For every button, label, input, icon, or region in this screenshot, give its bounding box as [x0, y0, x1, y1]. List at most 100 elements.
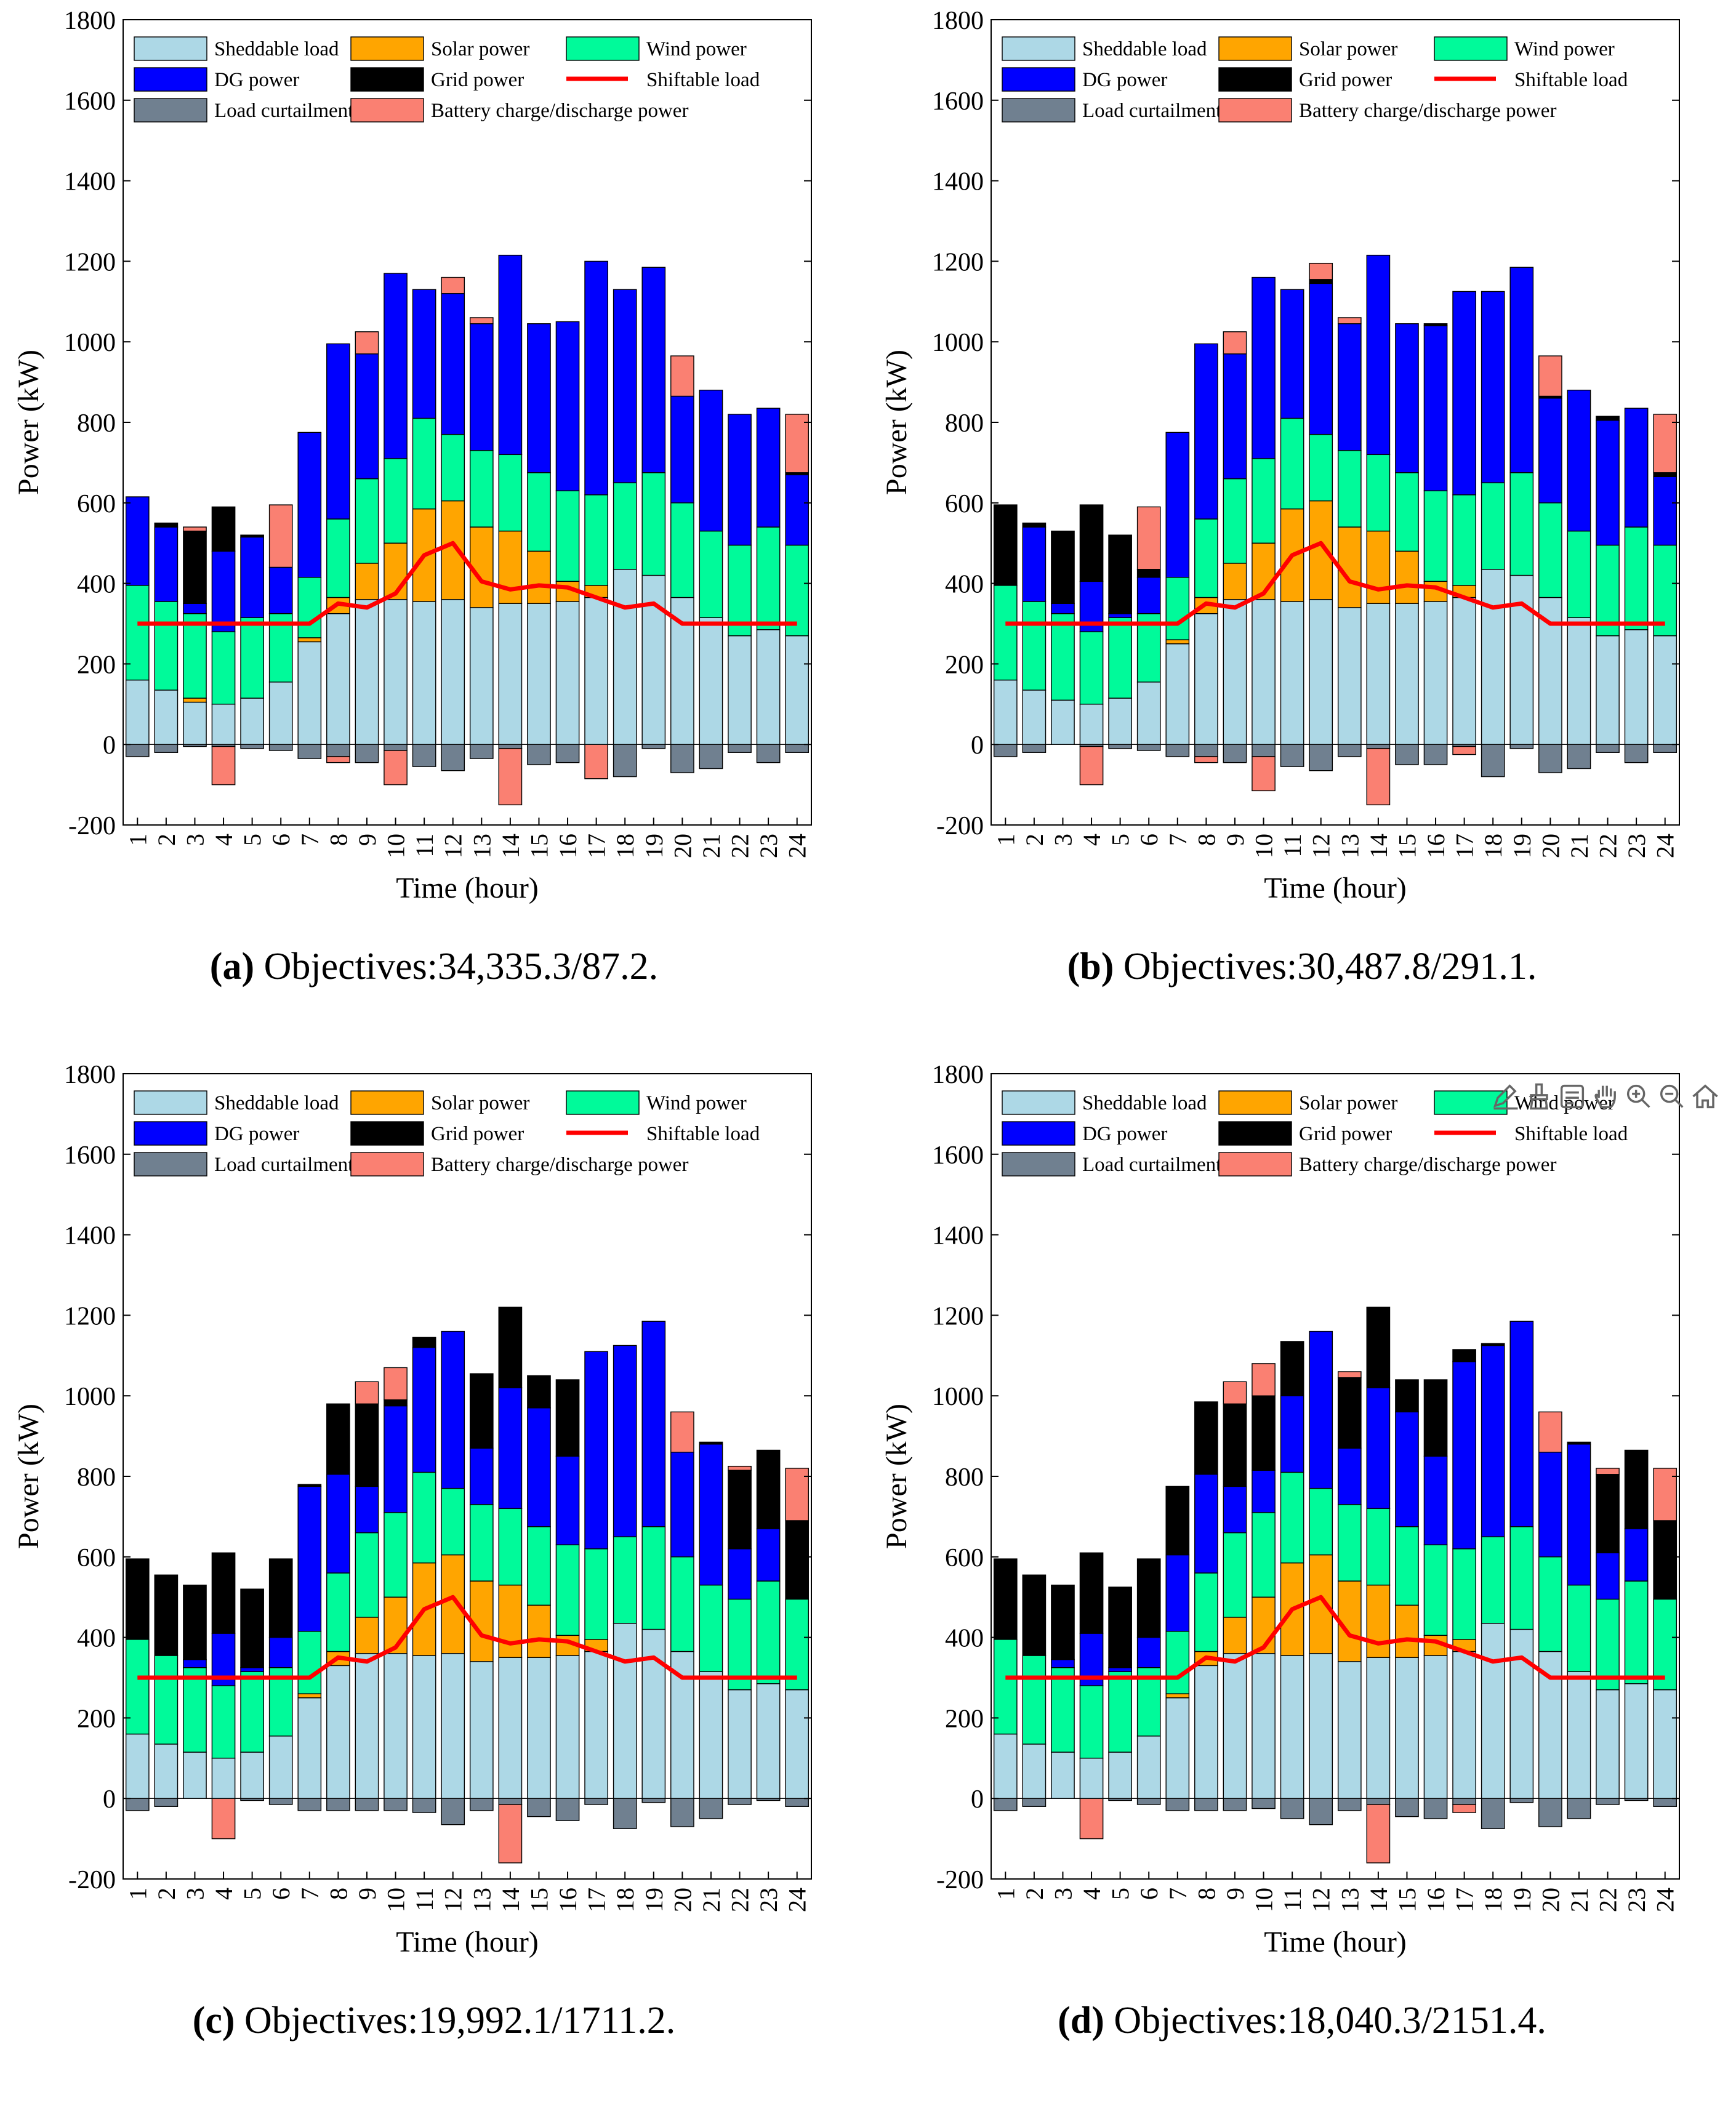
bar-sheddable-22: [1596, 635, 1620, 745]
x-tick-label: 13: [1336, 834, 1364, 858]
bar-wind-2: [154, 1655, 179, 1745]
bar-dg-24: [785, 474, 810, 546]
pan-icon[interactable]: [1589, 1080, 1621, 1112]
bar-wind-1: [125, 585, 150, 681]
bar-curtail-21: [699, 1798, 723, 1819]
bar-wind-12: [1309, 433, 1333, 502]
bar-dg-3: [183, 603, 207, 614]
bar-sheddable-17: [584, 597, 608, 745]
bar-wind-10: [384, 1512, 408, 1598]
zoom-in-icon[interactable]: [1623, 1080, 1655, 1112]
bar-solar-15: [1395, 550, 1419, 605]
caption-label: (c): [192, 2000, 235, 2042]
bar-curtail-6: [1136, 1798, 1161, 1805]
bar-battery-13: [1337, 1371, 1362, 1378]
bar-sheddable-15: [527, 603, 551, 745]
bar-battery-12: [1309, 262, 1333, 280]
bar-sheddable-18: [1481, 1623, 1505, 1799]
bar-sheddable-5: [240, 1752, 264, 1799]
bar-dg-18: [613, 289, 637, 483]
x-tick-label: 21: [1565, 834, 1593, 858]
bar-wind-13: [469, 450, 494, 528]
plot-area: [123, 20, 811, 825]
bar-wind-13: [1337, 1504, 1362, 1582]
x-tick-label: 8: [324, 1888, 352, 1900]
bar-curtail-9: [355, 744, 379, 763]
bar-dg-19: [641, 1321, 666, 1527]
bar-dg-16: [555, 321, 580, 491]
bar-sheddable-3: [1051, 699, 1075, 745]
bar-dg-8: [326, 343, 350, 520]
bar-wind-7: [297, 577, 322, 638]
bar-battery-20: [670, 355, 694, 397]
y-tick-label: 1800: [932, 1061, 984, 1089]
bar-dg-12: [1309, 1330, 1333, 1489]
bar-curtail-9: [355, 1798, 379, 1811]
bar-sheddable-1: [125, 1733, 150, 1799]
legend-label-solar: Solar power: [1299, 38, 1397, 60]
bar-curtail-22: [1596, 744, 1620, 753]
bar-grid-7: [1165, 1486, 1190, 1556]
bar-dg-22: [1596, 1552, 1620, 1600]
legend-swatch-sheddable: [1002, 1090, 1075, 1115]
bar-solar-12: [1309, 500, 1333, 600]
zoom-out-icon[interactable]: [1656, 1080, 1688, 1112]
bar-wind-23: [1624, 526, 1649, 630]
bar-dg-13: [1337, 323, 1362, 451]
shiftable-load-line: [137, 541, 797, 626]
bar-dg-15: [1395, 323, 1419, 473]
bar-wind-7: [297, 1631, 322, 1694]
bar-sheddable-9: [355, 599, 379, 745]
legend-swatch-battery: [350, 98, 424, 123]
data-tip-icon[interactable]: [1556, 1080, 1588, 1112]
bar-wind-1: [993, 1639, 1018, 1735]
x-tick-label: 22: [1594, 1888, 1622, 1912]
legend-swatch-dg: [1002, 67, 1075, 92]
caption-label: (a): [209, 946, 255, 988]
x-tick-label: 10: [1250, 834, 1278, 858]
bar-curtail-24: [1653, 1798, 1678, 1807]
bar-grid-24: [785, 1520, 810, 1600]
x-tick-label: 7: [1164, 834, 1192, 846]
bar-curtail-16: [555, 1798, 580, 1821]
bar-curtail-22: [728, 744, 752, 753]
bar-sheddable-1: [993, 679, 1018, 745]
bar-wind-14: [498, 454, 523, 532]
bar-sheddable-21: [699, 1671, 723, 1799]
bar-curtail-11: [1280, 1798, 1304, 1819]
x-tick-label: 17: [583, 1888, 611, 1912]
bar-solar-15: [527, 550, 551, 605]
bar-wind-11: [412, 1471, 436, 1564]
bar-grid-1: [993, 1558, 1018, 1640]
bar-wind-12: [441, 433, 465, 502]
plot-area: [123, 1074, 811, 1879]
x-tick-label: 6: [1135, 1888, 1163, 1900]
bar-sheddable-23: [756, 1683, 781, 1799]
bar-battery-8: [1194, 756, 1218, 763]
bar-battery-14: [498, 748, 523, 805]
bar-sheddable-23: [1624, 629, 1649, 745]
x-tick-label: 13: [468, 834, 496, 858]
bar-sheddable-24: [1653, 1689, 1678, 1799]
bar-grid-6: [268, 1558, 293, 1638]
bar-sheddable-15: [527, 1657, 551, 1799]
bar-grid-2: [154, 1574, 179, 1656]
bar-battery-9: [355, 331, 379, 355]
bar-wind-19: [641, 1526, 666, 1630]
bar-curtail-8: [326, 1798, 350, 1811]
home-icon[interactable]: [1689, 1080, 1721, 1112]
edit-icon[interactable]: [1490, 1080, 1522, 1112]
brush-icon[interactable]: [1523, 1080, 1555, 1112]
bar-solar-9: [355, 563, 379, 600]
x-tick-label: 21: [697, 1888, 725, 1912]
bar-curtail-14: [498, 744, 523, 749]
bar-curtail-1: [125, 1798, 150, 1811]
x-tick-label: 22: [726, 834, 754, 858]
bar-dg-13: [469, 1447, 494, 1505]
bar-wind-21: [699, 1584, 723, 1672]
bar-curtail-8: [326, 744, 350, 757]
bar-curtail-14: [1366, 1798, 1391, 1805]
bar-dg-14: [1366, 254, 1391, 456]
legend-swatch-solar: [350, 36, 424, 61]
bar-wind-5: [1108, 1671, 1132, 1753]
